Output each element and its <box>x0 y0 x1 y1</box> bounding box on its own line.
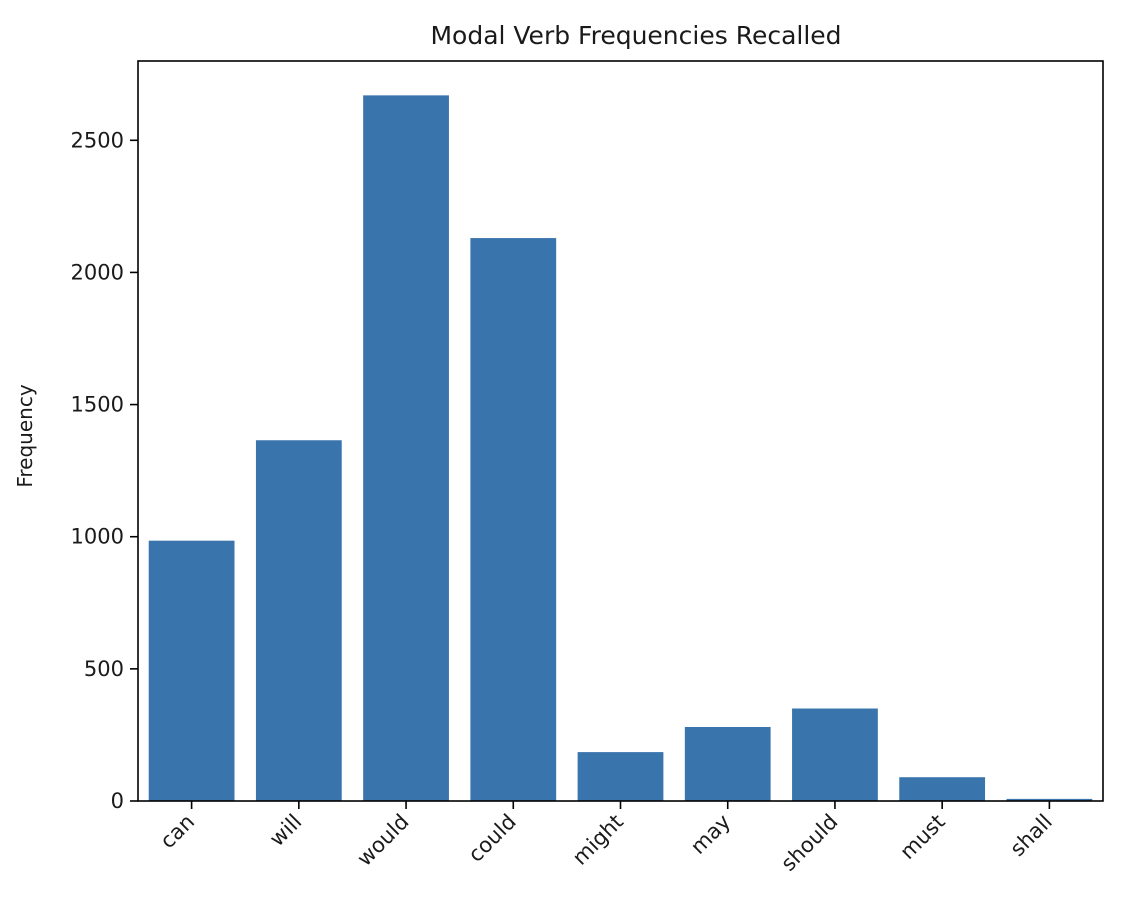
y-tick-label: 500 <box>84 657 124 681</box>
x-tick-label-should: should <box>776 810 842 876</box>
bar-may <box>684 727 771 801</box>
bar-could <box>470 238 557 802</box>
x-tick-label-could: could <box>464 810 521 867</box>
x-tick-label-may: may <box>686 810 735 859</box>
bar-must <box>899 777 986 801</box>
bar-should <box>792 708 878 801</box>
y-tick-label: 1000 <box>71 525 124 549</box>
bar-can <box>148 540 235 801</box>
plot-area: 0 500 1000 1500 2000 2500 can will would could mig… <box>71 60 1104 876</box>
bar-might <box>577 752 664 801</box>
x-tick-label-must: must <box>895 810 949 864</box>
y-tick-label: 1500 <box>71 393 124 417</box>
y-tick-label: 2000 <box>71 260 124 284</box>
x-tick-label-would: would <box>352 810 413 871</box>
x-tick-label-can: can <box>155 810 199 854</box>
bar-shall <box>1006 798 1093 801</box>
chart-title: Modal Verb Frequencies Recalled <box>430 21 841 50</box>
bar-would <box>363 95 449 802</box>
x-tick-label-shall: shall <box>1005 810 1056 861</box>
y-tick-label: 0 <box>111 789 124 813</box>
y-tick-label: 2500 <box>71 128 124 152</box>
x-tick-label-might: might <box>568 810 628 870</box>
bar-will <box>255 440 342 801</box>
y-axis-label: Frequency <box>13 384 37 487</box>
x-tick-label-will: will <box>265 810 306 851</box>
